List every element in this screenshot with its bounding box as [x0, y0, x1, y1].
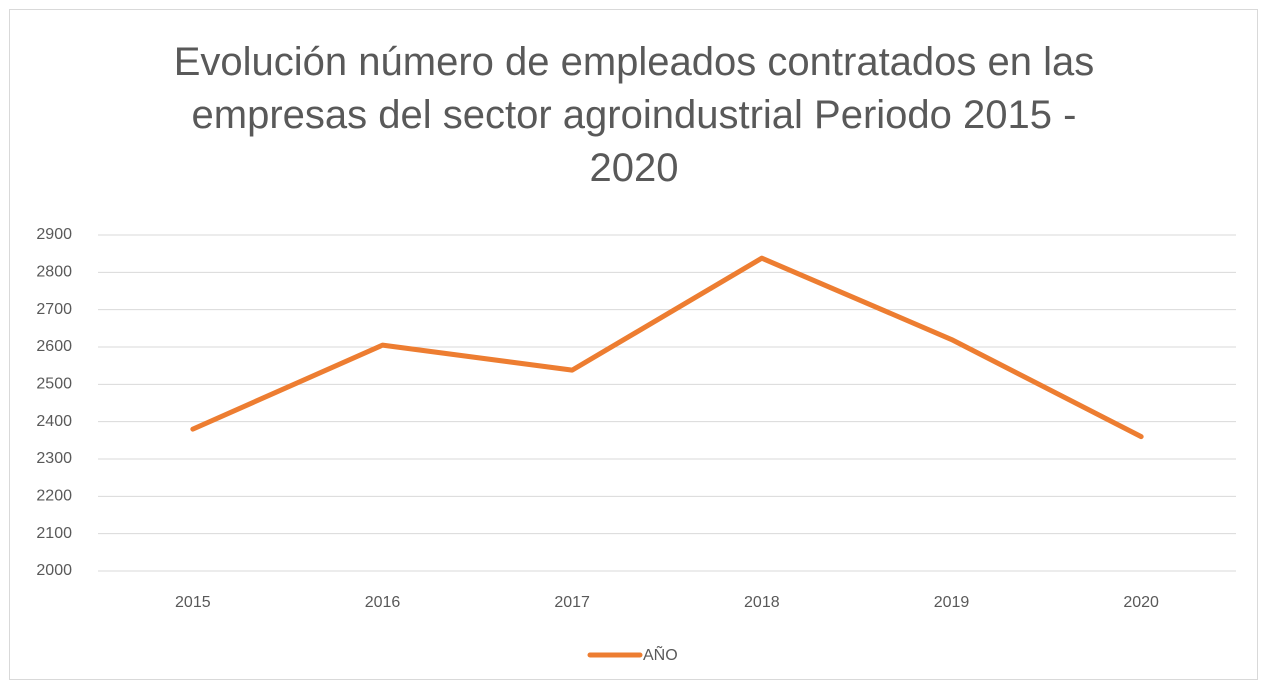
- y-tick-label: 2100: [36, 525, 72, 542]
- x-tick-label: 2017: [554, 594, 590, 611]
- x-tick-label: 2016: [365, 594, 401, 611]
- y-tick-label: 2500: [36, 376, 72, 393]
- y-tick-label: 2400: [36, 413, 72, 430]
- x-tick-label: 2020: [1123, 594, 1159, 611]
- y-tick-label: 2000: [36, 562, 72, 579]
- y-tick-label: 2900: [36, 226, 72, 243]
- y-tick-label: 2200: [36, 488, 72, 505]
- chart-border: [9, 9, 1258, 680]
- y-tick-label: 2700: [36, 301, 72, 318]
- chart-title: Evolución número de empleados contratado…: [173, 40, 1095, 190]
- y-tick-label: 2600: [36, 338, 72, 355]
- y-tick-label: 2300: [36, 450, 72, 467]
- x-tick-label: 2015: [175, 594, 211, 611]
- legend-label: AÑO: [643, 644, 678, 664]
- x-tick-label: 2018: [744, 594, 780, 611]
- data-line: [190, 255, 1144, 440]
- x-tick-label: 2019: [934, 594, 970, 611]
- y-tick-label: 2800: [36, 264, 72, 281]
